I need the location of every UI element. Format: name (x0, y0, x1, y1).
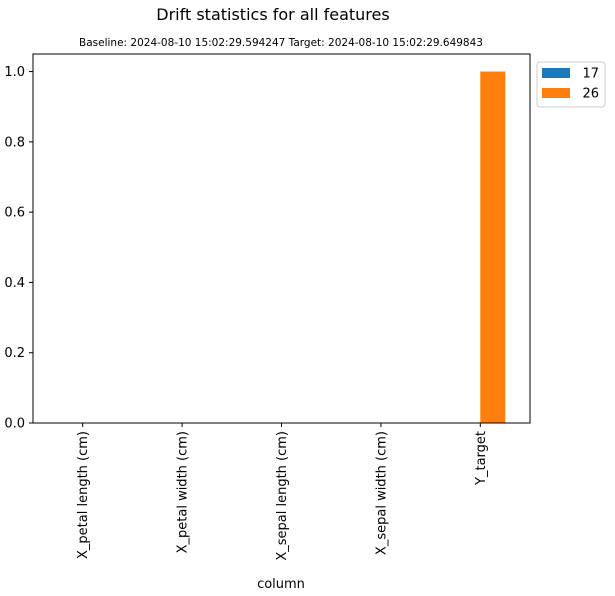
chart-subtitle: Baseline: 2024-08-10 15:02:29.594247 Tar… (79, 37, 483, 49)
y-tick-label: 0.6 (4, 206, 25, 221)
x-tick-label: Y_target (474, 431, 489, 486)
legend-label-17: 17 (582, 67, 599, 82)
x-tick-label: X_petal length (cm) (76, 431, 91, 559)
bar-series-26-4 (480, 71, 506, 424)
y-tick-label: 0.0 (4, 417, 25, 432)
legend-label-26: 26 (582, 87, 599, 102)
y-axis: 0.0 0.2 0.4 0.6 0.8 1.0 (4, 65, 33, 432)
y-tick-label: 0.4 (4, 276, 25, 291)
y-tick-label: 1.0 (4, 65, 25, 80)
legend-swatch-17 (542, 68, 570, 78)
x-tick-label: X_sepal length (cm) (275, 431, 290, 561)
y-tick-label: 0.8 (4, 135, 25, 150)
y-tick-label: 0.2 (4, 346, 25, 361)
plot-frame (32, 53, 531, 424)
chart-title: Drift statistics for all features (156, 5, 389, 24)
x-tick-label: X_petal width (cm) (176, 431, 191, 553)
x-axis-label: column (257, 577, 305, 592)
bars-group (480, 71, 506, 424)
x-axis: X_petal length (cm) X_petal width (cm) X_s… (76, 423, 489, 561)
x-tick-label: X_sepal width (cm) (374, 431, 389, 555)
legend-swatch-26 (542, 88, 570, 98)
